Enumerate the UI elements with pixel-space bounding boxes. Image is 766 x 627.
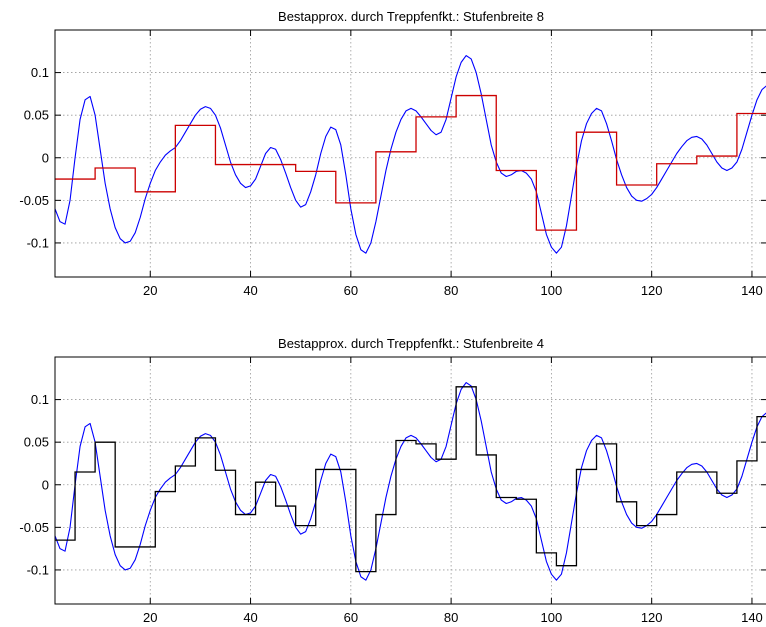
y-tick-label: -0.05 [19, 520, 49, 535]
bottom-subplot: Bestapprox. durch Treppfenfkt.: Stufenbr… [19, 336, 766, 625]
x-tick-label: 120 [641, 610, 663, 625]
x-tick-label: 60 [344, 283, 358, 298]
x-tick-label: 20 [143, 610, 157, 625]
y-tick-label: -0.1 [27, 562, 49, 577]
x-tick-label: 100 [541, 283, 563, 298]
y-tick-label: -0.05 [19, 193, 49, 208]
x-tick-label: 80 [444, 610, 458, 625]
x-tick-label: 100 [541, 610, 563, 625]
y-tick-label: 0 [42, 150, 49, 165]
top-subplot: Bestapprox. durch Treppfenfkt.: Stufenbr… [19, 9, 766, 298]
y-tick-label: 0.1 [31, 392, 49, 407]
plot-area [55, 357, 766, 604]
x-tick-label: 140 [741, 283, 763, 298]
x-tick-label: 20 [143, 283, 157, 298]
y-tick-label: 0.05 [24, 108, 49, 123]
x-tick-label: 40 [243, 283, 257, 298]
top-chart-title: Bestapprox. durch Treppfenfkt.: Stufenbr… [278, 9, 544, 24]
x-tick-label: 40 [243, 610, 257, 625]
x-tick-label: 120 [641, 283, 663, 298]
y-tick-label: 0.1 [31, 65, 49, 80]
plot-area [55, 30, 766, 277]
bottom-chart-title: Bestapprox. durch Treppfenfkt.: Stufenbr… [278, 336, 544, 351]
x-tick-label: 60 [344, 610, 358, 625]
y-tick-label: 0 [42, 477, 49, 492]
y-tick-label: 0.05 [24, 435, 49, 450]
x-tick-label: 80 [444, 283, 458, 298]
y-tick-label: -0.1 [27, 235, 49, 250]
x-tick-label: 140 [741, 610, 763, 625]
